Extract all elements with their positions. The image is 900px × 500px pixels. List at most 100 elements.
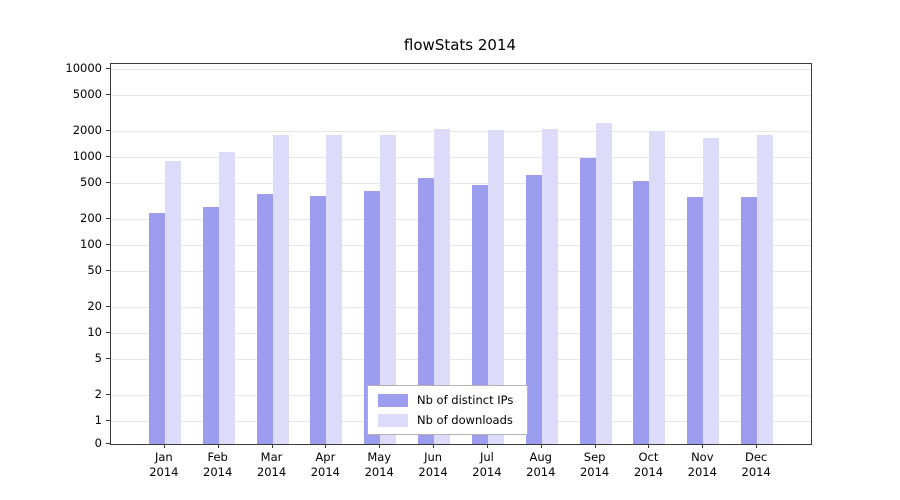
y-tick-mark (106, 420, 110, 421)
x-tick-month: Feb (207, 450, 228, 464)
x-tick-label: Aug 2014 (509, 450, 573, 480)
y-tick-mark (106, 182, 110, 184)
x-tick-month: Jun (424, 450, 443, 464)
bar-distinct-ips-oct (633, 180, 650, 444)
bar-downloads-nov (703, 137, 720, 444)
x-tick-label: Mar 2014 (240, 450, 304, 480)
x-tick-year: 2014 (364, 465, 394, 479)
x-tick-mark (433, 444, 435, 448)
x-tick-mark (756, 444, 758, 448)
gridline (111, 333, 811, 334)
y-tick-label: 10000 (65, 61, 102, 75)
x-tick-label: Feb 2014 (186, 450, 250, 480)
x-tick-year: 2014 (579, 465, 610, 479)
y-tick-label: 2 (94, 386, 102, 401)
x-tick-label: Nov 2014 (670, 450, 734, 480)
x-tick-month: May (367, 450, 392, 464)
x-tick-year: 2014 (310, 465, 341, 479)
x-tick-mark (540, 444, 542, 448)
y-tick-label: 5000 (72, 87, 102, 102)
x-tick-year: 2014 (256, 465, 287, 479)
bar-distinct-ips-jan (148, 213, 165, 444)
x-tick-mark (648, 444, 650, 448)
y-tick-mark (106, 94, 110, 96)
x-tick-label: Jan 2014 (132, 450, 196, 480)
bar-downloads-mar (272, 134, 289, 444)
y-tick-label: 10 (87, 325, 102, 339)
x-tick-label: Oct 2014 (616, 450, 680, 480)
bar-distinct-ips-dec (741, 197, 758, 444)
x-tick-year: 2014 (633, 465, 664, 479)
x-tick-mark (325, 444, 327, 448)
y-tick-mark (106, 129, 110, 131)
legend-item-downloads: Nb of downloads (378, 413, 513, 427)
bar-downloads-aug (541, 129, 558, 444)
chart-title: flowStats 2014 (403, 36, 517, 54)
x-tick-month: Aug (529, 450, 552, 464)
y-tick-mark (106, 332, 110, 333)
y-tick-mark (106, 244, 110, 245)
legend-item-distinct-ips: Nb of distinct IPs (378, 393, 513, 407)
x-tick-label: Jul 2014 (455, 450, 519, 480)
y-tick-label: 100 (80, 237, 102, 251)
gridline (111, 218, 811, 220)
x-tick-year: 2014 (687, 465, 717, 479)
bar-distinct-ips-feb (202, 207, 219, 444)
y-tick-label: 2000 (72, 122, 102, 137)
y-tick-mark (106, 358, 110, 360)
gridline (111, 359, 811, 361)
x-tick-mark (594, 444, 596, 448)
y-tick-label: 5 (94, 351, 102, 366)
bar-distinct-ips-aug (525, 174, 542, 444)
bar-downloads-oct (649, 131, 666, 444)
x-tick-year: 2014 (149, 465, 179, 479)
gridline (111, 69, 811, 70)
y-tick-mark (106, 270, 110, 272)
bar-downloads-jul (487, 130, 504, 444)
bar-downloads-jun (434, 129, 451, 444)
x-tick-month: Nov (691, 450, 714, 464)
bar-distinct-ips-nov (687, 196, 704, 444)
x-tick-label: Apr 2014 (293, 450, 357, 480)
y-tick-label: 20 (87, 298, 102, 313)
x-tick-month: Apr (315, 450, 336, 464)
y-tick-label: 1 (94, 413, 102, 427)
bar-downloads-jan (164, 161, 181, 444)
y-tick-label: 0 (94, 436, 102, 450)
y-tick-label: 500 (80, 175, 102, 190)
x-tick-mark (163, 444, 165, 448)
y-tick-mark (106, 156, 110, 157)
x-tick-month: Sep (583, 450, 606, 464)
gridline (111, 95, 811, 97)
x-tick-mark (702, 444, 704, 448)
bar-downloads-apr (326, 135, 343, 444)
bar-downloads-dec (757, 135, 774, 444)
x-tick-year: 2014 (741, 465, 771, 479)
x-tick-month: Jan (154, 450, 173, 464)
x-tick-label: Sep 2014 (563, 450, 627, 480)
bar-distinct-ips-sep (579, 158, 596, 444)
bar-distinct-ips-apr (310, 196, 327, 444)
y-tick-label: 50 (87, 263, 102, 278)
x-tick-year: 2014 (526, 465, 556, 479)
x-tick-label: May 2014 (347, 450, 411, 480)
x-tick-month: Dec (745, 450, 768, 464)
legend-swatch-distinct-ips (378, 393, 408, 407)
x-tick-label: Jun 2014 (401, 450, 465, 480)
gridline (111, 130, 811, 132)
bar-distinct-ips-jun (418, 178, 435, 444)
x-tick-month: Oct (638, 450, 659, 464)
x-tick-mark (217, 444, 219, 448)
x-tick-year: 2014 (203, 465, 233, 479)
gridline (111, 157, 811, 158)
y-tick-label: 1000 (72, 149, 102, 163)
y-tick-mark (106, 68, 110, 69)
x-tick-label: Dec 2014 (724, 450, 788, 480)
y-tick-mark (106, 305, 110, 307)
y-tick-mark (106, 443, 110, 444)
x-tick-year: 2014 (472, 465, 502, 479)
x-tick-mark (486, 444, 488, 448)
bar-distinct-ips-jul (471, 185, 488, 444)
bar-distinct-ips-mar (256, 193, 273, 444)
